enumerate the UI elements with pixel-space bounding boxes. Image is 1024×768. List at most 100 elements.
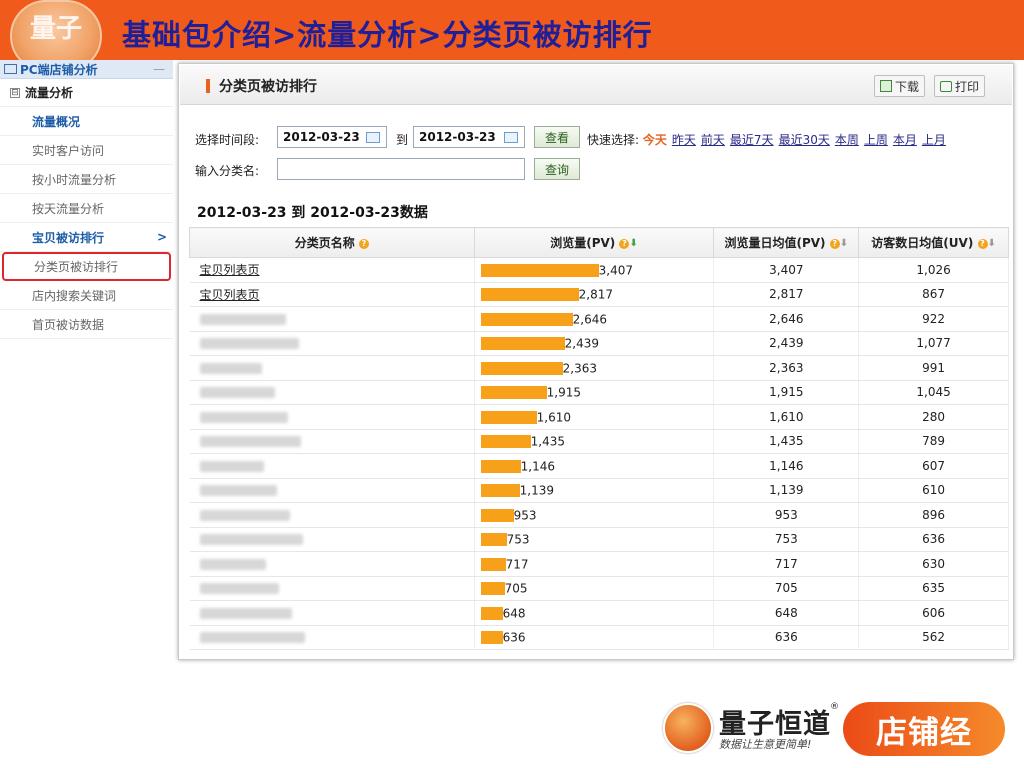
pv-bar [480, 557, 506, 571]
sidebar-item-6[interactable]: 店内搜索关键词 [0, 281, 173, 310]
pv-cell: 953 [474, 502, 715, 528]
help-icon[interactable]: ? [977, 238, 988, 249]
calendar-icon[interactable] [504, 132, 518, 143]
quick-select-label: 快速选择: [587, 133, 640, 147]
view-button[interactable]: 查看 [534, 126, 580, 148]
col-pv[interactable]: 浏览量(PV) ? ⬇ [473, 227, 715, 258]
avg-pv-cell: 2,363 [713, 355, 860, 381]
table-row: 2,439 2,439 1,077 [189, 331, 1009, 356]
pv-bar [480, 533, 507, 546]
quick-link-5[interactable]: 本周 [834, 133, 859, 147]
pv-value: 753 [506, 532, 530, 547]
avg-pv-cell: 753 [713, 527, 860, 552]
collapse-icon[interactable]: — [153, 62, 165, 76]
table-row: 636 636 562 [189, 625, 1009, 650]
save-icon [880, 80, 892, 92]
sidebar-item-0[interactable]: 流量概况 [0, 107, 173, 136]
date-from-field[interactable]: 2012-03-23 [277, 126, 387, 148]
pv-cell: 2,646 [474, 306, 715, 332]
pv-cell: 2,363 [474, 355, 715, 381]
sort-icon[interactable]: ⬇ [987, 238, 996, 249]
print-label: 打印 [955, 79, 980, 94]
title-banner: 量子 基础包介绍>流量分析>分类页被访排行 [0, 0, 1024, 72]
pv-bar [480, 410, 537, 424]
sidebar-header[interactable]: PC端店铺分析 — [0, 60, 173, 79]
pv-value: 705 [504, 581, 528, 596]
panel-header: 分类页被访排行 下载 打印 [180, 65, 1012, 105]
sidebar-item-2[interactable]: 按小时流量分析 [0, 165, 173, 194]
sidebar-item-1[interactable]: 实时客户访问 [0, 136, 173, 165]
help-icon[interactable]: ? [619, 238, 630, 249]
pv-cell: 2,817 [474, 282, 715, 307]
quick-link-3[interactable]: 最近7天 [729, 133, 774, 147]
pv-value: 2,817 [578, 287, 614, 302]
pv-cell: 2,439 [474, 331, 715, 356]
quick-link-6[interactable]: 上周 [863, 133, 888, 147]
pv-cell: 753 [474, 527, 715, 552]
collapse-box-icon[interactable]: ⊟ [10, 87, 20, 98]
table-row: 953 953 896 [189, 502, 1009, 528]
quick-link-4[interactable]: 最近30天 [778, 133, 830, 147]
pv-value: 953 [513, 508, 537, 522]
col-avg-uv[interactable]: 访客数日均值(UV) ? ⬇ [858, 227, 1009, 258]
query-button[interactable]: 查询 [534, 158, 580, 180]
pv-value: 1,139 [519, 483, 555, 498]
sidebar-group-traffic[interactable]: ⊟ 流量分析 [0, 79, 173, 107]
help-icon[interactable]: ? [358, 238, 369, 249]
table-row: 1,139 1,139 610 [189, 478, 1009, 503]
quick-link-1[interactable]: 昨天 [671, 133, 696, 147]
help-icon[interactable]: ? [829, 238, 840, 249]
category-input[interactable] [277, 158, 525, 180]
quick-link-2[interactable]: 前天 [700, 133, 725, 147]
pv-bar [480, 582, 505, 595]
avg-uv-cell: 562 [858, 625, 1009, 650]
title-accent-bar [206, 79, 210, 93]
category-name-cell [189, 331, 475, 356]
download-button[interactable]: 下载 [874, 75, 926, 97]
sidebar-item-4[interactable]: 宝贝被访排行 > [0, 223, 173, 252]
table-row: 705 705 635 [189, 576, 1009, 601]
redacted-name [199, 338, 299, 350]
redacted-name [199, 558, 266, 570]
pv-value: 1,146 [520, 459, 556, 473]
sidebar-item-label: 按天流量分析 [32, 201, 105, 216]
col-avg-pv[interactable]: 浏览量日均值(PV) ? ⬇ [713, 227, 860, 258]
date-to-value: 2012-03-23 [419, 130, 496, 144]
category-name-cell [189, 551, 475, 577]
category-name-cell[interactable]: 宝贝列表页 [189, 282, 475, 307]
pv-bar [480, 337, 565, 350]
pv-cell: 1,139 [474, 478, 715, 503]
redacted-name [199, 460, 264, 472]
sidebar-item-5[interactable]: 分类页被访排行 [2, 252, 171, 281]
calendar-icon[interactable] [366, 132, 380, 143]
quick-link-7[interactable]: 本月 [892, 133, 917, 147]
pv-cell: 705 [474, 576, 715, 601]
category-name-cell[interactable]: 宝贝列表页 [189, 257, 475, 283]
pv-value: 1,435 [530, 434, 566, 449]
pv-value: 717 [505, 557, 529, 571]
sidebar-item-3[interactable]: 按天流量分析 [0, 194, 173, 223]
pv-bar [480, 508, 514, 522]
sidebar-item-7[interactable]: 首页被访数据 [0, 310, 173, 339]
category-name-cell [189, 429, 475, 454]
date-to-field[interactable]: 2012-03-23 [413, 126, 525, 148]
category-link[interactable]: 宝贝列表页 [199, 287, 260, 302]
sidebar-item-label: 分类页被访排行 [34, 259, 119, 274]
quick-link-8[interactable]: 上月 [921, 133, 946, 147]
sort-icon[interactable]: ⬇ [839, 238, 849, 249]
print-button[interactable]: 打印 [934, 75, 986, 97]
sort-desc-icon[interactable]: ⬇ [629, 238, 638, 249]
avg-pv-cell: 705 [713, 576, 860, 601]
category-link[interactable]: 宝贝列表页 [199, 263, 260, 278]
sidebar-nav: PC端店铺分析 — ⊟ 流量分析 流量概况 实时客户访问 按小时流量分析按天流量分析… [0, 60, 173, 360]
avg-pv-cell: 2,439 [713, 331, 860, 356]
quick-link-0[interactable]: 今天 [642, 133, 667, 147]
monitor-icon [4, 64, 17, 74]
avg-uv-cell: 636 [858, 527, 1009, 552]
col-category-name[interactable]: 分类页名称 ? [189, 227, 475, 258]
data-range-subtitle: 2012-03-23 到 2012-03-23数据 [197, 205, 428, 221]
chevron-right-icon: > [156, 230, 167, 244]
pv-cell: 717 [474, 551, 715, 577]
avg-uv-cell: 896 [858, 502, 1009, 528]
